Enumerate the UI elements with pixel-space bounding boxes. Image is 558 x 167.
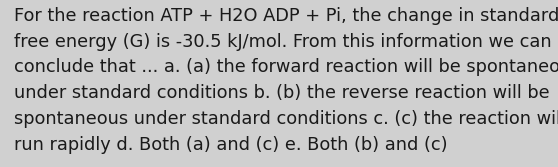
Text: under standard conditions b. (b) the reverse reaction will be: under standard conditions b. (b) the rev… — [14, 84, 550, 102]
Text: For the reaction ATP + H2O ADP + Pi, the change in standard: For the reaction ATP + H2O ADP + Pi, the… — [14, 7, 558, 25]
Text: run rapidly d. Both (a) and (c) e. Both (b) and (c): run rapidly d. Both (a) and (c) e. Both … — [14, 136, 448, 154]
Text: free energy (G) is -30.5 kJ/mol. From this information we can: free energy (G) is -30.5 kJ/mol. From th… — [14, 33, 551, 51]
Text: spontaneous under standard conditions c. (c) the reaction will: spontaneous under standard conditions c.… — [14, 110, 558, 128]
Text: conclude that ... a. (a) the forward reaction will be spontaneous: conclude that ... a. (a) the forward rea… — [14, 58, 558, 76]
